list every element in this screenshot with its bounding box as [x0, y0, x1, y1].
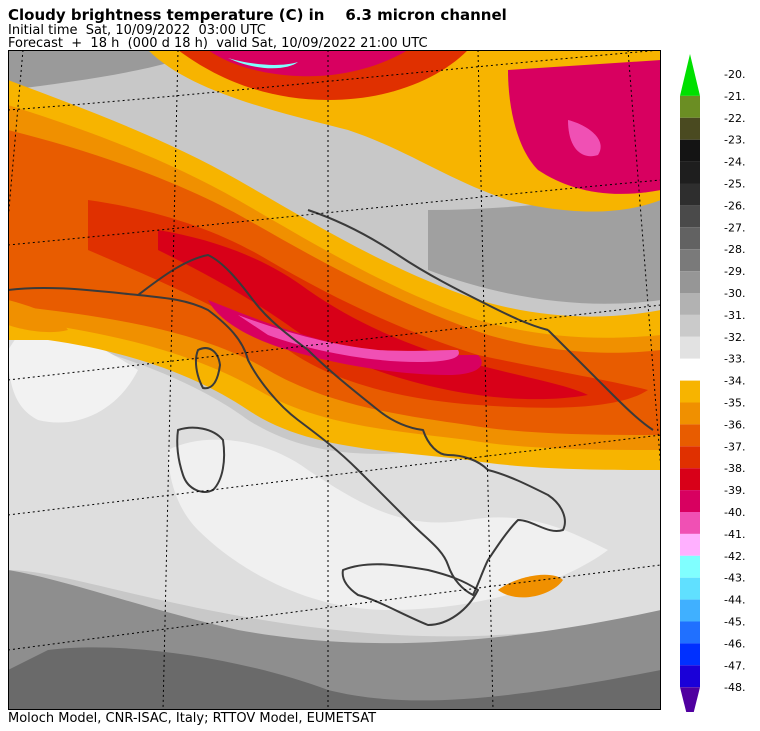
grey-band-east [428, 190, 661, 304]
lat-lon-grid [8, 50, 661, 710]
legend-label: -29. [724, 265, 745, 278]
legend-label: -43. [724, 572, 745, 585]
legend-swatch [680, 424, 700, 447]
legend-swatch [680, 336, 700, 359]
legend-swatch [680, 687, 700, 712]
coastlines [8, 209, 654, 626]
legend-label: -21. [724, 90, 745, 103]
legend-swatch [680, 468, 700, 491]
north-cold-tops-cyan [228, 58, 298, 69]
grey-band-nw [8, 50, 208, 90]
legend-label: -32. [724, 331, 745, 344]
legend-swatch [680, 249, 700, 272]
legend-label: -31. [724, 309, 745, 322]
legend-label: -25. [724, 178, 745, 191]
model-credits: Moloch Model, CNR-ISAC, Italy; RTTOV Mod… [8, 711, 377, 726]
legend-label: -44. [724, 594, 745, 607]
legend-label: -40. [724, 506, 745, 519]
legend-swatch [680, 599, 700, 622]
color-legend: -20. -21. -22. -23. -24. -25. -26. -27. -28. -29.… [680, 54, 745, 712]
ne-cold-tops-pink [568, 120, 601, 157]
legend-swatch [680, 183, 700, 206]
legend-swatch [680, 555, 700, 578]
legend-swatch [680, 490, 700, 512]
white-region-nw [8, 320, 138, 423]
cloud-band-pink [238, 315, 459, 362]
initial-time-label: Initial time Sat, 10/09/2022 03:00 UTC [8, 23, 266, 38]
legend-label: -42. [724, 550, 745, 563]
legend-swatch [680, 95, 700, 118]
legend-label: -23. [724, 134, 745, 147]
legend-swatch [680, 139, 700, 162]
legend-label: -20. [724, 68, 745, 81]
legend-swatch [680, 577, 700, 600]
legend-swatch [680, 621, 700, 644]
forecast-valid-label: Forecast + 18 h (000 d 18 h) valid Sat, … [8, 36, 428, 51]
darkest-grey-region-south [8, 647, 661, 710]
legend-swatch [680, 205, 700, 228]
legend-label: -33. [724, 353, 745, 366]
legend-label: -22. [724, 112, 745, 125]
legend-swatch [680, 358, 700, 381]
south-orange-blob [498, 574, 563, 598]
legend-label: -35. [724, 397, 745, 410]
legend-swatch [680, 271, 700, 293]
legend-label: -28. [724, 243, 745, 256]
legend-swatch [680, 227, 700, 250]
legend-label: -30. [724, 287, 745, 300]
legend-swatch [680, 533, 700, 556]
legend-label: -24. [724, 156, 745, 169]
cloud-band-dark-orange [8, 130, 661, 435]
legend-swatch [680, 293, 700, 315]
legend-swatch [680, 643, 700, 666]
legend-label: -45. [724, 616, 745, 629]
legend-swatch [680, 512, 700, 534]
legend-swatch [680, 314, 700, 337]
legend-label: -39. [724, 484, 745, 497]
legend-swatch [680, 161, 700, 184]
legend-swatch [680, 380, 700, 403]
north-cold-tops-crimson [208, 50, 408, 77]
legend-label: -46. [724, 637, 745, 650]
cloud-band-crimson [158, 230, 588, 400]
brightness-temperature-map [8, 50, 661, 710]
legend-label: -41. [724, 528, 745, 541]
legend-label: -34. [724, 375, 745, 388]
legend-label: -47. [724, 659, 745, 672]
legend-label: -38. [724, 462, 745, 475]
legend-label: -26. [724, 199, 745, 212]
legend-label: -48. [724, 681, 745, 694]
west-orange-blob [8, 300, 68, 333]
legend-swatch [680, 446, 700, 469]
legend-swatch [680, 117, 700, 140]
map-title: Cloudy brightness temperature (C) in 6.3… [8, 6, 507, 24]
legend-label: -37. [724, 440, 745, 453]
legend-label: -27. [724, 221, 745, 234]
legend-swatch [680, 665, 700, 688]
legend-label: -36. [724, 418, 745, 431]
legend-swatch [680, 402, 700, 425]
legend-swatch [680, 54, 700, 96]
